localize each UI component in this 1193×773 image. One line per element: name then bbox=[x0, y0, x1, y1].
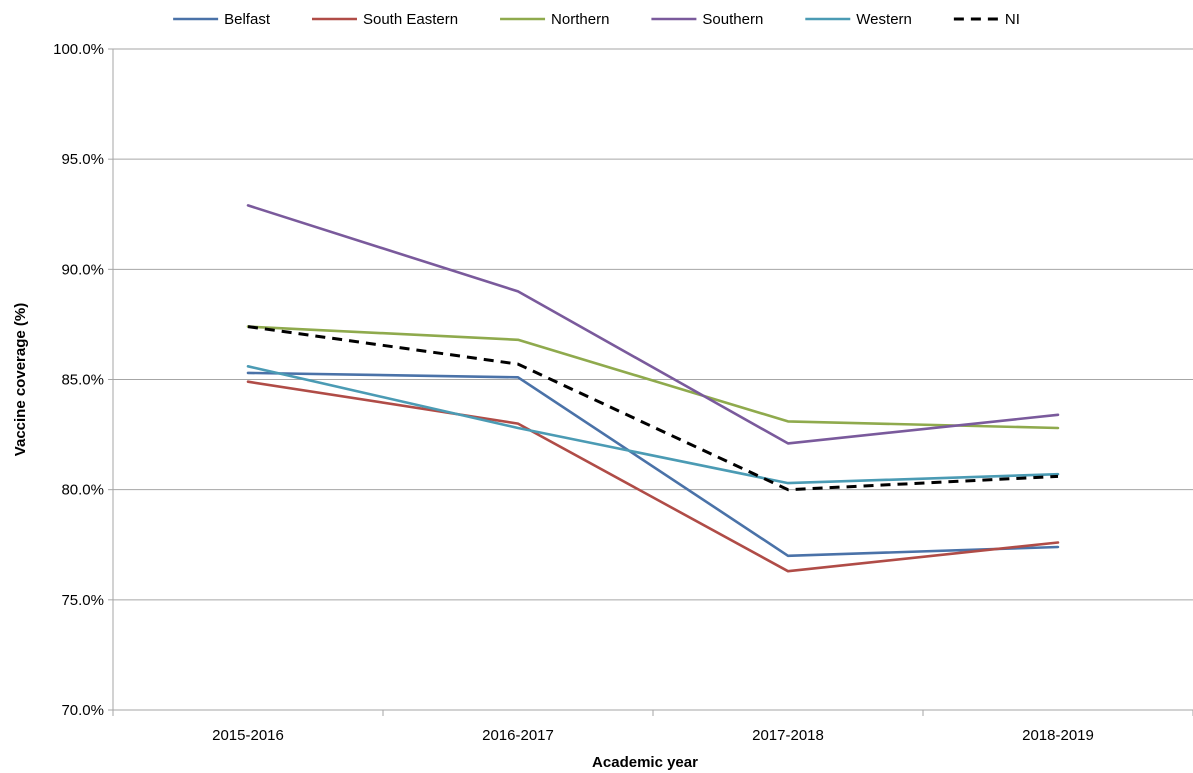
legend-item-northern: Northern bbox=[500, 11, 609, 28]
legend-item-western: Western bbox=[805, 11, 912, 28]
y-tick-label: 85.0% bbox=[61, 372, 104, 389]
y-tick-labels: 70.0% 75.0% 80.0% 85.0% 90.0% 95.0% 100.0% bbox=[53, 41, 104, 719]
x-tick-label: 2018-2019 bbox=[1022, 727, 1094, 744]
x-tick-label: 2016-2017 bbox=[482, 727, 554, 744]
series-line-belfast bbox=[246, 371, 1060, 558]
x-tick-label: 2015-2016 bbox=[212, 727, 284, 744]
legend-label: Northern bbox=[551, 11, 609, 28]
x-tick-label: 2017-2018 bbox=[752, 727, 824, 744]
series-lines bbox=[246, 204, 1060, 573]
legend-label: NI bbox=[1005, 11, 1020, 28]
series-line-southern bbox=[246, 204, 1060, 445]
y-tick-label: 100.0% bbox=[53, 41, 104, 58]
x-axis-title: Academic year bbox=[592, 754, 698, 771]
series-line-south-eastern bbox=[246, 380, 1060, 573]
series-line-ni bbox=[247, 325, 1059, 492]
y-tick-label: 80.0% bbox=[61, 482, 104, 499]
series-line-western bbox=[246, 364, 1060, 485]
legend-item-ni: NI bbox=[953, 11, 1020, 28]
legend-item-southern: Southern bbox=[651, 11, 763, 28]
x-tick-labels: 2015-2016 2016-2017 2017-2018 2018-2019 bbox=[212, 727, 1094, 744]
y-tick-label: 75.0% bbox=[61, 592, 104, 609]
series-line-northern bbox=[246, 325, 1060, 430]
legend-label: Southern bbox=[702, 11, 763, 28]
legend: Belfast South Eastern Northern Southern West… bbox=[173, 11, 1020, 28]
y-tick-label: 95.0% bbox=[61, 151, 104, 168]
y-axis-title: Vaccine coverage (%) bbox=[12, 303, 29, 456]
y-tick-label: 90.0% bbox=[61, 261, 104, 278]
axes bbox=[112, 49, 1193, 716]
legend-item-south-eastern: South Eastern bbox=[311, 11, 458, 28]
legend-label: South Eastern bbox=[363, 11, 458, 28]
y-tick-label: 70.0% bbox=[61, 702, 104, 719]
legend-item-belfast: Belfast bbox=[173, 11, 271, 28]
legend-label: Belfast bbox=[224, 11, 271, 28]
legend-label: Western bbox=[856, 11, 912, 28]
